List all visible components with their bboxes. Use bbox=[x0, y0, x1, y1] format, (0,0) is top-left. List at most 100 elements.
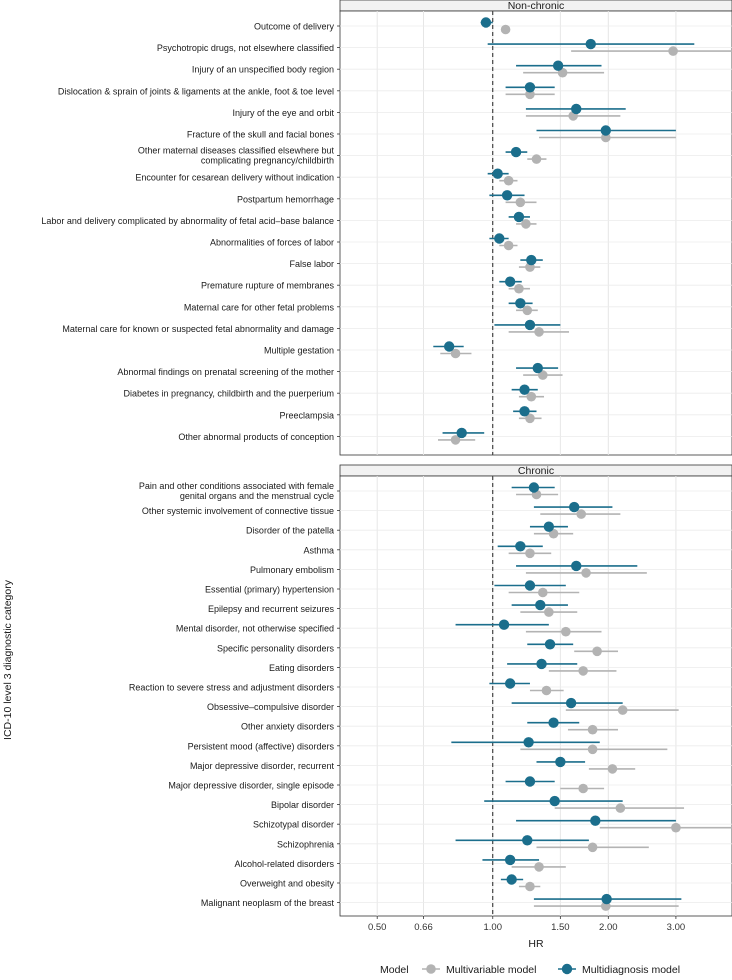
multi-point bbox=[585, 38, 596, 50]
row-label: Essential (primary) hypertension bbox=[205, 585, 334, 595]
row-label: Major depressive disorder, recurrent bbox=[190, 761, 335, 771]
row-label: False labor bbox=[289, 259, 334, 269]
row-label: Encounter for cesarean delivery without … bbox=[135, 173, 334, 183]
row-label: Schizotypal disorder bbox=[253, 820, 334, 830]
mv-point bbox=[521, 219, 531, 229]
row-label: Maternal care for known or suspected fet… bbox=[62, 324, 334, 334]
multi-point bbox=[510, 146, 522, 158]
mv-point bbox=[525, 413, 535, 424]
row-label: Abnormalities of forces of labor bbox=[210, 238, 334, 248]
multi-point bbox=[515, 298, 526, 309]
row-label: Premature rupture of membranes bbox=[201, 281, 335, 291]
mv-point bbox=[534, 327, 544, 337]
row-label: Dislocation & sprain of joints & ligamen… bbox=[58, 86, 334, 96]
row-label: Disorder of the patella bbox=[246, 526, 334, 536]
multi-point bbox=[524, 580, 536, 591]
x-tick-label: 1.00 bbox=[484, 922, 503, 933]
mv-point bbox=[537, 587, 548, 598]
panel-title: Non-chronic bbox=[508, 0, 565, 12]
multi-point bbox=[523, 737, 534, 748]
mv-point bbox=[514, 283, 524, 294]
multi-point bbox=[524, 319, 536, 331]
multi-point bbox=[456, 427, 467, 439]
multi-point bbox=[552, 60, 564, 71]
mv-point bbox=[607, 764, 618, 774]
mv-point bbox=[615, 803, 626, 813]
row-label: Overweight and obesity bbox=[240, 879, 335, 889]
mv-point bbox=[503, 175, 514, 186]
multi-point bbox=[504, 276, 516, 287]
row-label: Multiple gestation bbox=[264, 346, 334, 356]
x-tick-label: 3.00 bbox=[667, 922, 686, 933]
x-tick-label: 0.66 bbox=[414, 922, 433, 933]
mv-point bbox=[534, 862, 544, 872]
mv-point bbox=[544, 607, 554, 617]
multi-point bbox=[571, 560, 582, 572]
multi-point bbox=[513, 211, 525, 223]
legend-multi-label: Multidiagnosis model bbox=[582, 964, 680, 976]
row-label: Eating disorders bbox=[269, 663, 335, 673]
mv-point bbox=[526, 391, 537, 402]
row-label: Persistent mood (affective) disorders bbox=[188, 741, 335, 751]
row-label: Bipolar disorder bbox=[271, 800, 334, 810]
multi-point bbox=[548, 717, 559, 728]
row-label: Reaction to severe stress and adjustment… bbox=[129, 683, 335, 693]
multi-point bbox=[569, 501, 580, 513]
x-axis-title: HR bbox=[528, 938, 544, 950]
row-label: Postpartum hemorrhage bbox=[237, 194, 334, 204]
multi-point bbox=[601, 893, 612, 905]
row-label: Fracture of the skull and facial bones bbox=[187, 130, 335, 140]
multi-point bbox=[536, 658, 547, 670]
multi-point bbox=[571, 103, 582, 115]
legend-mv-point bbox=[426, 964, 436, 974]
row-label: Pain and other conditions associated wit… bbox=[139, 481, 334, 491]
row-label: Other abnormal products of conception bbox=[178, 432, 334, 442]
row-label: Preeclampsia bbox=[279, 410, 334, 420]
multi-point bbox=[519, 384, 530, 395]
mv-point bbox=[668, 46, 678, 56]
row-label: Pulmonary embolism bbox=[250, 565, 334, 575]
panel-title: Chronic bbox=[518, 465, 554, 477]
row-label: Other anxiety disorders bbox=[241, 722, 335, 732]
row-label: Other maternal diseases classified elsew… bbox=[138, 146, 335, 156]
mv-point bbox=[576, 509, 587, 519]
mv-point bbox=[561, 626, 571, 637]
mv-point bbox=[537, 370, 548, 380]
row-label: Outcome of delivery bbox=[254, 22, 335, 32]
row-label: Psychotropic drugs, not elsewhere classi… bbox=[157, 43, 334, 53]
multi-point bbox=[526, 254, 537, 266]
mv-point bbox=[541, 685, 552, 696]
row-label: Diabetes in pregnancy, childbirth and th… bbox=[124, 389, 334, 399]
multi-point bbox=[544, 639, 556, 650]
mv-point bbox=[531, 154, 542, 164]
multi-point bbox=[504, 678, 516, 689]
multi-point bbox=[498, 619, 510, 630]
legend-mv-label: Multivariable model bbox=[446, 964, 536, 976]
row-label: Schizophrenia bbox=[277, 839, 334, 849]
multi-point bbox=[506, 874, 517, 885]
row-label: Malignant neoplasm of the breast bbox=[201, 898, 335, 908]
mv-point bbox=[450, 435, 461, 445]
multi-point bbox=[543, 521, 555, 532]
multi-point bbox=[519, 406, 530, 417]
multi-point bbox=[501, 190, 513, 201]
multi-point bbox=[590, 815, 601, 826]
multi-point bbox=[600, 125, 611, 136]
row-label: Asthma bbox=[303, 545, 334, 555]
mv-point bbox=[671, 822, 681, 833]
multi-point bbox=[494, 233, 505, 244]
mv-point bbox=[587, 724, 598, 735]
row-label: Other systemic involvement of connective… bbox=[142, 506, 334, 516]
multi-point bbox=[504, 854, 516, 866]
row-label: Maternal care for other fetal problems bbox=[184, 302, 335, 312]
multi-point bbox=[549, 795, 560, 807]
row-label: complicating pregnancy/childbirth bbox=[201, 156, 334, 166]
multi-point bbox=[515, 541, 526, 552]
mv-point bbox=[522, 305, 533, 316]
row-label: Obsessive–compulsive disorder bbox=[207, 702, 334, 712]
row-label: Major depressive disorder, single episod… bbox=[168, 781, 334, 791]
row-label: Labor and delivery complicated by abnorm… bbox=[41, 216, 334, 226]
row-label: Mental disorder, not otherwise specified bbox=[176, 624, 334, 634]
x-tick-label: 2.00 bbox=[599, 922, 618, 933]
row-label: Injury of the eye and orbit bbox=[232, 108, 334, 118]
